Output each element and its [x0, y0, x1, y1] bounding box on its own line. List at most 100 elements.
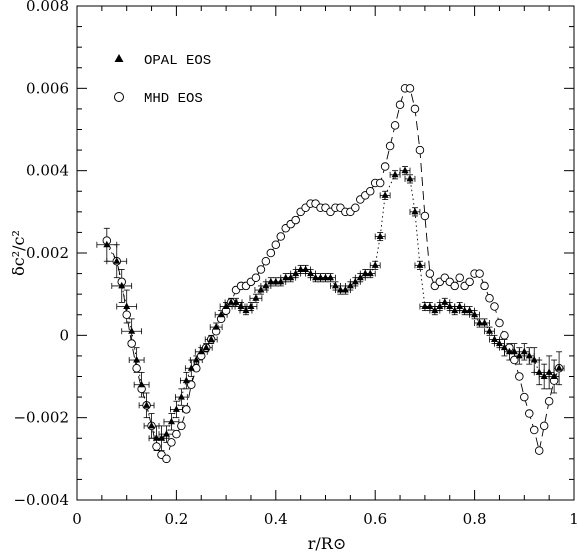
opal-point: [247, 302, 255, 310]
opal-point: [257, 286, 265, 293]
opal-point: [346, 281, 354, 289]
opal-point: [421, 302, 429, 310]
opal-point: [446, 302, 454, 310]
opal-point: [406, 174, 414, 182]
opal-point: [341, 286, 349, 293]
opal-point: [366, 269, 374, 277]
opal-point: [197, 347, 205, 355]
opal-point: [510, 347, 518, 355]
opal-point: [441, 298, 449, 305]
opal-point: [490, 335, 498, 342]
x-axis-label: r/R⊙: [308, 534, 347, 553]
legend-label-mhd: MHD EOS: [144, 91, 203, 107]
opal-point: [317, 273, 325, 281]
mhd-point: [485, 294, 494, 303]
mhd-point: [490, 302, 499, 311]
mhd-point: [132, 364, 141, 373]
opal-point: [456, 302, 464, 310]
opal-error-bar: [389, 170, 401, 180]
opal-point: [545, 368, 553, 375]
opal-point: [356, 273, 364, 281]
opal-point: [312, 273, 320, 281]
opal-point: [436, 302, 444, 310]
opal-point: [336, 286, 344, 293]
opal-point: [540, 372, 548, 379]
opal-point: [361, 269, 369, 277]
opal-point: [252, 294, 260, 301]
opal-point: [326, 273, 334, 281]
mhd-point: [410, 104, 420, 114]
mhd-point: [375, 178, 385, 188]
mhd-point: [351, 203, 360, 212]
opal-point: [376, 232, 384, 240]
y-tick-label: 0.004: [26, 162, 69, 180]
mhd-point: [529, 425, 539, 435]
opal-point: [307, 269, 315, 277]
y-axis-label: δc²/c²: [9, 230, 28, 276]
mhd-point: [365, 186, 375, 196]
opal-point: [103, 240, 111, 248]
x-tick-label: 0.6: [363, 510, 387, 528]
opal-point: [167, 417, 175, 425]
mhd-point: [395, 100, 405, 110]
opal-point: [227, 298, 235, 305]
opal-point: [207, 335, 215, 342]
mhd-point: [256, 265, 266, 274]
x-tick-label: 0.4: [264, 510, 288, 528]
opal-point: [416, 261, 424, 268]
legend-label-opal: OPAL EOS: [144, 53, 211, 69]
y-tick-label: 0.002: [26, 244, 69, 262]
mhd-point: [266, 248, 276, 258]
opal-point: [217, 310, 225, 318]
opal-point: [461, 306, 469, 314]
opal-point: [267, 277, 275, 285]
opal-point: [351, 277, 359, 285]
axes-layer: 0 0.2 0.4 0.6 0.8 1 −0.004 −0.002 0 0.002 0.004 0.0…: [13, 0, 578, 528]
opal-point: [277, 277, 285, 285]
mhd-point: [480, 281, 489, 291]
mhd-point: [261, 256, 271, 266]
mhd-point: [425, 269, 435, 278]
opal-point: [287, 273, 295, 281]
opal-point: [555, 364, 563, 371]
opal-point: [143, 401, 151, 408]
x-tick-label: 0.2: [164, 510, 188, 528]
mhd-point: [122, 310, 131, 320]
opal-point: [530, 356, 538, 363]
legend-marker-mhd: [114, 92, 124, 102]
opal-point: [118, 281, 126, 289]
opal-point: [187, 364, 195, 371]
opal-point: [138, 380, 146, 388]
opal-point: [262, 281, 270, 289]
mhd-point: [291, 215, 300, 225]
mhd-point: [495, 318, 504, 328]
opal-point: [153, 434, 161, 441]
mhd-point: [500, 331, 509, 340]
opal-point: [123, 302, 131, 310]
opal-point: [202, 343, 210, 351]
opal-point: [212, 323, 220, 330]
opal-point: [535, 368, 543, 375]
opal-point: [148, 421, 156, 429]
y-tick-label: 0: [59, 326, 69, 344]
legend-item-mhd: MHD EOS: [114, 91, 203, 107]
mhd-point: [525, 409, 534, 418]
opal-point: [515, 351, 523, 359]
y-tick-label: −0.004: [13, 491, 69, 509]
mhd-point: [420, 211, 430, 221]
mhd-point: [167, 438, 176, 447]
mhd-point: [515, 372, 524, 381]
opal-point: [113, 257, 121, 264]
opal-point: [232, 298, 240, 305]
mhd-point: [182, 405, 191, 414]
mhd-point: [539, 421, 549, 431]
opal-point: [222, 302, 230, 310]
mhd-point: [415, 145, 425, 155]
mhd-point: [405, 84, 415, 93]
y-tick-label: 0.006: [26, 79, 69, 97]
mhd-point: [271, 240, 281, 250]
opal-point: [426, 302, 434, 310]
opal-point: [505, 347, 513, 355]
opal-point: [466, 306, 474, 314]
